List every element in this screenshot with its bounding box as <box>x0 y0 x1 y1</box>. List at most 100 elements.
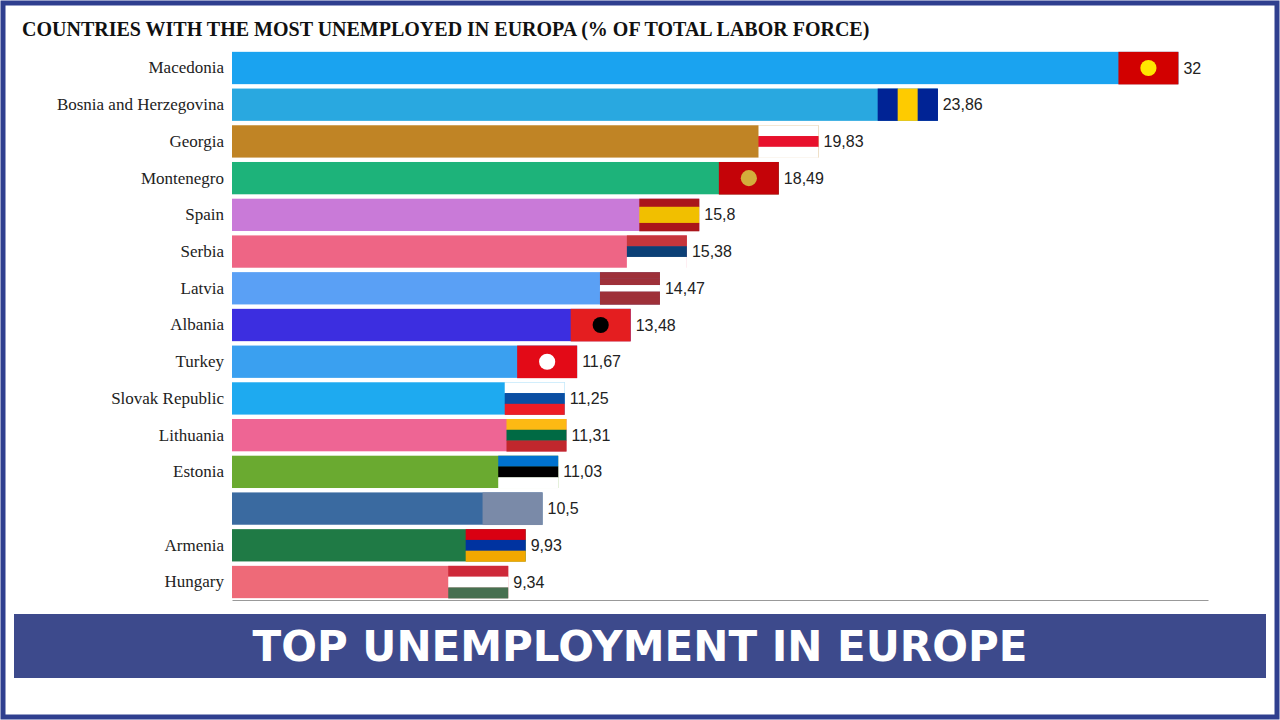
flag-stripe <box>466 529 526 540</box>
flag <box>600 272 660 305</box>
flag-emblem <box>593 317 609 333</box>
y-tick: Lithuania <box>159 426 230 445</box>
flag <box>627 235 687 268</box>
flag-stripe <box>758 125 818 136</box>
flag-stripe <box>898 89 918 121</box>
data-label: 23,86 <box>943 96 983 113</box>
bar <box>232 199 699 231</box>
data-label: 11,31 <box>572 427 611 444</box>
flag-stripe <box>878 89 898 121</box>
y-tick-label: Bosnia and Herzegovina <box>57 95 225 114</box>
flag-stripe <box>505 382 565 393</box>
data-label: 13,48 <box>636 317 676 334</box>
data-label: 15,38 <box>692 243 732 260</box>
y-tick: Hungary <box>165 572 230 591</box>
y-axis: Macedonia Bosnia and Herzegovina Georgia Mo… <box>57 58 230 591</box>
bar <box>232 529 526 561</box>
bar <box>232 162 779 194</box>
bar <box>232 492 543 524</box>
flag-stripe <box>639 215 699 223</box>
y-tick: Slovak Republic <box>111 389 230 408</box>
data-label: 15,8 <box>704 206 735 223</box>
flag-stripe <box>639 207 699 215</box>
flag-stripe <box>448 577 508 588</box>
flag <box>483 492 543 525</box>
flag-stripe <box>1118 52 1178 85</box>
flag-emblem <box>1140 60 1156 76</box>
flag-stripe <box>498 456 558 467</box>
y-tick-label: Turkey <box>176 352 225 371</box>
bar <box>232 566 508 598</box>
flag <box>719 162 779 195</box>
data-label: 9,34 <box>513 574 544 591</box>
flag-emblem <box>539 354 555 370</box>
chart-root: COUNTRIES WITH THE MOST UNEMPLOYED IN EU… <box>0 0 1280 720</box>
bar <box>232 382 565 414</box>
y-tick: Latvia <box>181 279 230 298</box>
y-tick-label: Estonia <box>173 462 224 481</box>
flag-stripe <box>719 162 779 195</box>
flag-stripe <box>448 587 508 598</box>
x-axis <box>233 600 1209 601</box>
y-tick: Serbia <box>181 242 230 261</box>
banner <box>14 614 1266 678</box>
flag-emblem <box>741 170 757 186</box>
flag-stripe <box>627 235 687 246</box>
y-tick: Estonia <box>173 462 230 481</box>
flag-stripe <box>627 246 687 257</box>
y-tick-label: Macedonia <box>148 58 224 77</box>
flag-stripe <box>466 540 526 551</box>
flag <box>466 529 526 562</box>
bar <box>232 125 818 157</box>
flag-stripe <box>507 441 567 452</box>
flag-stripe <box>918 89 938 121</box>
flag-stripe <box>498 477 558 488</box>
data-label: 18,49 <box>784 170 824 187</box>
frame <box>3 3 1277 717</box>
x-axis-line <box>233 600 1209 601</box>
flag-stripe <box>507 419 567 430</box>
data-label: 11,25 <box>570 390 609 407</box>
flag-stripe <box>466 551 526 562</box>
data-label: 9,93 <box>531 537 562 554</box>
data-label: 32 <box>1183 60 1201 77</box>
flag-stripe <box>505 393 565 404</box>
banner-text: TOP UNEMPLOYMENT IN EUROPE <box>253 622 1028 671</box>
bar <box>232 89 938 121</box>
data-label: 10,5 <box>548 500 579 517</box>
flag-stripe <box>627 257 687 268</box>
y-tick: Armenia <box>165 536 230 555</box>
bar <box>232 52 1178 84</box>
y-tick: Spain <box>185 205 230 224</box>
y-tick: Macedonia <box>148 58 230 77</box>
flag <box>505 382 565 415</box>
flag <box>1118 52 1178 85</box>
data-labels: 3223,8619,8318,4915,815,3814,4713,4811,6… <box>513 60 1201 591</box>
flag-stripe <box>600 279 660 286</box>
y-tick-label: Georgia <box>170 132 225 151</box>
flag-stripe <box>498 466 558 477</box>
flag-stripe <box>505 404 565 415</box>
y-tick-label: Spain <box>185 205 224 224</box>
flag-stripe <box>571 309 631 342</box>
y-tick: Turkey <box>176 352 231 371</box>
flag-stripe <box>639 223 699 231</box>
y-tick-label: Montenegro <box>141 169 224 188</box>
y-tick-label: Serbia <box>181 242 225 261</box>
flag-stripe <box>600 285 660 292</box>
bar <box>232 419 567 451</box>
bar <box>232 309 631 341</box>
y-tick: Bosnia and Herzegovina <box>57 95 230 114</box>
bar <box>232 272 660 304</box>
flag <box>878 89 938 121</box>
flag-stripe <box>758 147 818 158</box>
y-tick: Albania <box>170 315 230 334</box>
flag <box>758 125 818 158</box>
flag-stripe <box>483 492 543 525</box>
y-tick-label: Latvia <box>181 279 225 298</box>
flag <box>571 309 631 342</box>
data-label: 11,67 <box>582 353 621 370</box>
y-tick: Georgia <box>170 132 230 151</box>
flag-stripe <box>758 136 818 147</box>
flag <box>517 346 577 379</box>
